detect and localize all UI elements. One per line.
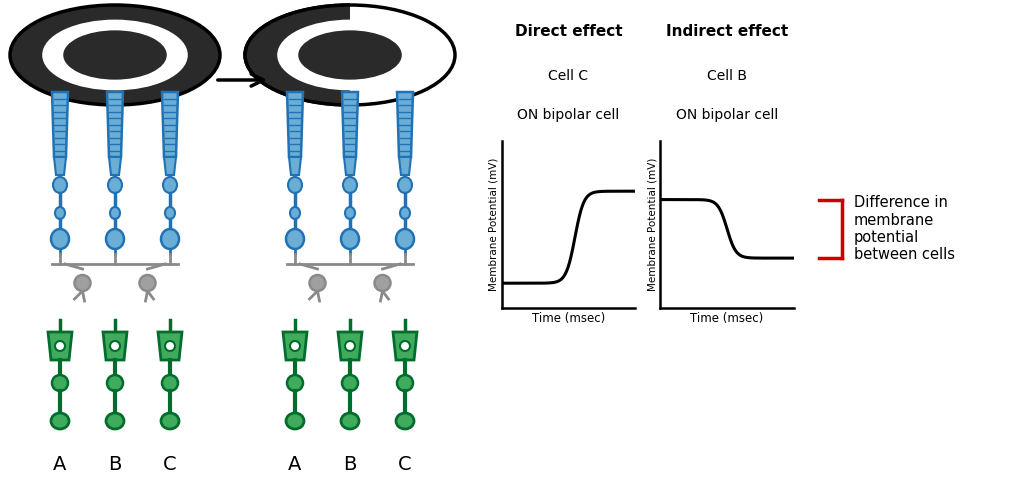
Ellipse shape: [400, 341, 410, 351]
Ellipse shape: [286, 413, 304, 429]
Text: A: A: [289, 455, 302, 474]
Polygon shape: [158, 332, 182, 360]
Polygon shape: [103, 332, 127, 360]
Polygon shape: [162, 92, 178, 157]
Polygon shape: [287, 92, 303, 157]
Ellipse shape: [298, 30, 401, 80]
Text: B: B: [343, 455, 356, 474]
Ellipse shape: [110, 207, 120, 219]
Ellipse shape: [51, 413, 69, 429]
Ellipse shape: [53, 177, 67, 193]
Polygon shape: [109, 157, 121, 175]
Ellipse shape: [375, 275, 390, 291]
Polygon shape: [342, 92, 358, 157]
Polygon shape: [393, 332, 417, 360]
Polygon shape: [399, 157, 411, 175]
Polygon shape: [106, 92, 123, 157]
Text: ON bipolar cell: ON bipolar cell: [676, 108, 778, 121]
Text: C: C: [163, 455, 177, 474]
Bar: [350, 0, 465, 110]
Polygon shape: [54, 157, 66, 175]
Text: Difference in
membrane
potential
between cells: Difference in membrane potential between…: [854, 195, 955, 262]
X-axis label: Time (msec): Time (msec): [531, 313, 605, 326]
Ellipse shape: [343, 177, 357, 193]
Ellipse shape: [287, 375, 303, 391]
Ellipse shape: [245, 5, 455, 105]
Ellipse shape: [106, 413, 124, 429]
X-axis label: Time (msec): Time (msec): [690, 313, 764, 326]
Ellipse shape: [396, 229, 414, 249]
Polygon shape: [52, 92, 68, 157]
Ellipse shape: [279, 21, 422, 89]
Ellipse shape: [165, 341, 175, 351]
Polygon shape: [283, 332, 307, 360]
Ellipse shape: [161, 229, 179, 249]
Ellipse shape: [342, 375, 358, 391]
Y-axis label: Membrane Potential (mV): Membrane Potential (mV): [489, 158, 499, 292]
Ellipse shape: [106, 229, 124, 249]
Ellipse shape: [286, 229, 304, 249]
Ellipse shape: [163, 177, 177, 193]
Ellipse shape: [397, 375, 413, 391]
Ellipse shape: [400, 207, 410, 219]
Ellipse shape: [290, 207, 300, 219]
Ellipse shape: [161, 413, 179, 429]
Ellipse shape: [345, 341, 355, 351]
Ellipse shape: [51, 229, 69, 249]
Text: B: B: [109, 455, 122, 474]
Ellipse shape: [165, 207, 175, 219]
Ellipse shape: [309, 275, 326, 291]
Ellipse shape: [245, 5, 455, 105]
Ellipse shape: [10, 5, 220, 105]
Y-axis label: Membrane Potential (mV): Membrane Potential (mV): [648, 158, 657, 292]
Text: Cell C: Cell C: [548, 69, 589, 83]
Text: ON bipolar cell: ON bipolar cell: [517, 108, 620, 121]
Ellipse shape: [290, 341, 300, 351]
Text: Indirect effect: Indirect effect: [666, 24, 788, 39]
Text: Direct effect: Direct effect: [514, 24, 623, 39]
Ellipse shape: [44, 21, 186, 89]
Ellipse shape: [162, 375, 178, 391]
Ellipse shape: [106, 375, 123, 391]
Polygon shape: [397, 92, 413, 157]
Text: A: A: [53, 455, 67, 474]
Ellipse shape: [75, 275, 90, 291]
Ellipse shape: [341, 229, 359, 249]
Ellipse shape: [139, 275, 156, 291]
Polygon shape: [48, 332, 72, 360]
Ellipse shape: [341, 413, 359, 429]
Ellipse shape: [108, 177, 122, 193]
Ellipse shape: [345, 207, 355, 219]
Ellipse shape: [55, 341, 65, 351]
Ellipse shape: [55, 207, 65, 219]
Ellipse shape: [396, 413, 414, 429]
Ellipse shape: [110, 341, 120, 351]
Ellipse shape: [398, 177, 412, 193]
Polygon shape: [344, 157, 356, 175]
Text: C: C: [398, 455, 412, 474]
Text: Cell B: Cell B: [707, 69, 748, 83]
Ellipse shape: [288, 177, 302, 193]
Ellipse shape: [63, 30, 167, 80]
Polygon shape: [338, 332, 362, 360]
Polygon shape: [289, 157, 301, 175]
Polygon shape: [164, 157, 176, 175]
Ellipse shape: [52, 375, 68, 391]
